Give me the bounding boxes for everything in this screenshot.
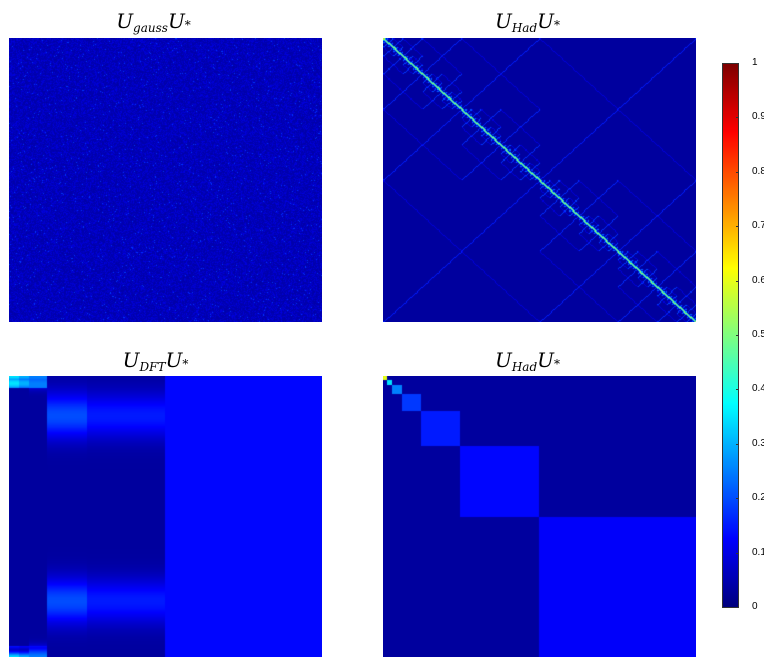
colorbar-tick-label: 0 [752,601,758,612]
title-main-2: U [537,9,555,33]
colorbar-tick-label: 0.2 [752,492,764,504]
colorbar-tick [736,171,739,173]
colorbar-tick-label: 0.3 [752,437,764,449]
title-subscript: DFT [139,360,166,374]
colorbar-tick [736,443,739,445]
panel-title: UDFTU*db4 [9,348,322,389]
colorbar-tick [736,498,739,500]
title-main: U [494,9,512,33]
colorbar-tick-label: 0.4 [752,383,764,395]
panel-title: UgaussU*DFT [9,9,322,50]
heatmap-dft-db4 [9,376,322,657]
title-subscript: Had [511,360,538,374]
heatmap-had-haar [383,376,696,657]
title-subscript: Had [511,21,538,35]
colorbar-tick [736,552,739,554]
title-main: U [116,9,134,33]
colorbar-tick-label: 0.7 [752,220,764,232]
title-main-2: U [165,348,183,372]
panel-title: UHadU*Haar [383,348,696,389]
title-superscript: * [554,18,561,32]
heatmap-had-dct [383,38,696,322]
panel-title: UHadU*DCT [383,9,696,50]
colorbar-tick-label: 0.1 [752,546,764,558]
colorbar-tick-label: 0.5 [752,329,764,340]
title-superscript: * [554,357,561,371]
colorbar-tick-label: 0.8 [752,165,764,177]
colorbar-tick-label: 0.6 [752,274,764,286]
colorbar-tick [736,226,739,228]
colorbar-tick [736,335,739,336]
colorbar-tick [736,63,739,64]
colorbar-tick-label: 1 [752,57,758,68]
colorbar-tick [736,117,739,119]
title-main-2: U [167,9,185,33]
title-main: U [122,348,140,372]
colorbar-tick [736,280,739,282]
title-main-2: U [537,348,555,372]
colorbar-tick-label: 0.9 [752,111,764,123]
colorbar-tick [736,389,739,391]
title-superscript: * [184,18,191,32]
title-subscript: gauss [133,21,168,35]
heatmap-gauss-dft [9,38,322,322]
title-main: U [494,348,512,372]
colorbar-tick [736,607,739,608]
title-superscript: * [182,357,189,371]
